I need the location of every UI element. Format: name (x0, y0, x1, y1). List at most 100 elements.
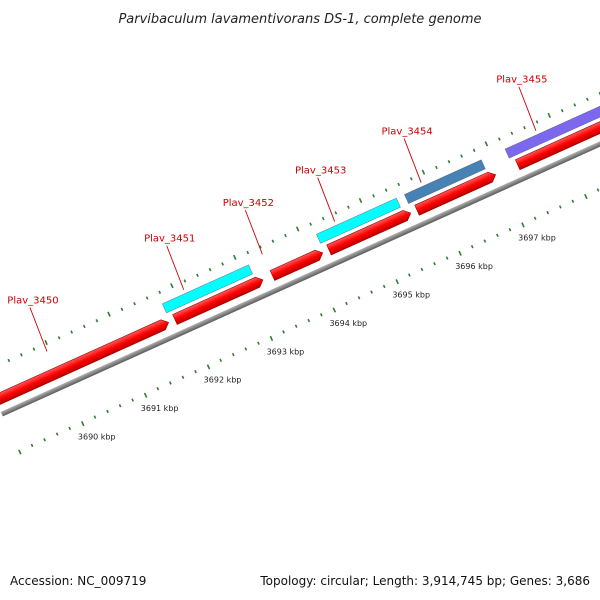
minor-tick (55, 432, 59, 436)
major-tick (170, 283, 174, 289)
minor-tick (82, 324, 86, 329)
gene-label: Plav_3454 (381, 127, 432, 138)
minor-tick (535, 120, 539, 124)
minor-tick (573, 103, 577, 107)
minor-tick (244, 347, 248, 351)
gene-label: Plav_3450 (7, 295, 58, 306)
minor-tick (319, 313, 323, 317)
kbp-label: 3695 kbp (392, 290, 430, 299)
minor-tick (546, 210, 550, 215)
minor-tick (30, 443, 34, 448)
major-tick (107, 311, 111, 317)
major-tick (18, 449, 22, 455)
minor-tick (472, 148, 476, 153)
gene-arrow-plav-3454[interactable] (414, 170, 498, 216)
major-tick (269, 335, 274, 342)
backbone-line (0, 115, 600, 417)
minor-tick (208, 267, 212, 272)
minor-tick (483, 239, 487, 243)
kbp-label: 3691 kbp (141, 404, 179, 413)
minor-tick (271, 239, 275, 243)
minor-tick (382, 284, 386, 289)
gene-label: Plav_3452 (223, 198, 274, 209)
minor-tick (68, 426, 72, 431)
gene-arrow-plav-3451[interactable] (172, 275, 266, 325)
product-bar-plav-3455 (504, 101, 600, 159)
inner-tick-ring (18, 188, 600, 455)
product-bar-plav-3454 (404, 159, 486, 204)
minor-tick (284, 233, 287, 238)
minor-tick (347, 205, 350, 209)
kbp-label: 3694 kbp (329, 319, 367, 328)
gene-leader-line (317, 177, 336, 222)
kbp-label: 3693 kbp (267, 347, 305, 356)
gene-arrow-plav-3453[interactable] (326, 208, 413, 256)
major-tick (233, 254, 237, 260)
gene-label: Plav_3453 (295, 166, 346, 177)
major-tick (143, 392, 148, 398)
gene-arrow-plav-3450[interactable] (0, 317, 171, 406)
minor-tick (257, 341, 260, 345)
map-title: Parvibaculum lavamentivorans DS-1, compl… (118, 12, 481, 27)
gene-leader-line (244, 210, 263, 255)
minor-tick (93, 415, 97, 419)
minor-tick (307, 318, 311, 323)
outer-tick-ring (7, 91, 600, 363)
minor-tick (345, 301, 348, 306)
minor-tick (181, 375, 185, 380)
minor-tick (95, 319, 99, 323)
major-tick (547, 112, 551, 118)
minor-tick (496, 233, 499, 238)
minor-tick (560, 108, 564, 113)
minor-tick (259, 245, 262, 249)
minor-tick (70, 330, 74, 334)
major-tick (521, 222, 525, 228)
minor-tick (334, 211, 338, 215)
product-bar-plav-3453 (316, 197, 401, 244)
minor-tick (246, 250, 250, 255)
gene-arrows (0, 113, 600, 406)
genome-summary-text: Topology: circular; Length: 3,914,745 bp… (259, 574, 590, 588)
minor-tick (118, 404, 122, 408)
minor-tick (7, 358, 11, 363)
minor-tick (219, 358, 223, 362)
gene-leader-line (518, 86, 537, 131)
kbp-label: 3696 kbp (455, 262, 493, 271)
minor-tick (408, 273, 411, 277)
minor-tick (409, 177, 413, 181)
minor-tick (20, 353, 23, 357)
minor-tick (523, 125, 526, 130)
minor-tick (120, 307, 124, 312)
minor-tick (384, 188, 388, 192)
minor-tick (221, 262, 224, 266)
minor-tick (282, 330, 285, 334)
major-tick (395, 279, 399, 285)
minor-tick (497, 137, 501, 141)
minor-tick (571, 199, 575, 203)
major-tick (458, 250, 462, 256)
minor-tick (357, 296, 361, 300)
minor-tick (294, 324, 298, 328)
gene-label: Plav_3451 (144, 234, 195, 245)
minor-tick (508, 227, 512, 232)
minor-tick (470, 245, 474, 249)
minor-tick (231, 352, 235, 357)
major-tick (80, 421, 85, 427)
minor-tick (133, 302, 136, 306)
minor-tick (397, 182, 401, 187)
minor-tick (510, 131, 514, 136)
major-tick (332, 307, 337, 313)
minor-tick (106, 409, 109, 414)
minor-tick (309, 222, 313, 226)
gene-arrow-plav-3452[interactable] (269, 248, 325, 281)
minor-tick (156, 386, 160, 391)
gene-product-bars (162, 101, 600, 314)
minor-tick (433, 262, 436, 266)
kbp-labels: 3690 kbp 3691 kbp 3692 kbp 3693 kbp 3694 kbp… (78, 234, 556, 442)
kbp-label: 3692 kbp (204, 376, 242, 385)
minor-tick (447, 160, 451, 164)
gene-leader-line (403, 138, 422, 183)
minor-tick (435, 165, 438, 170)
minor-tick (145, 296, 149, 300)
major-tick (206, 364, 211, 370)
